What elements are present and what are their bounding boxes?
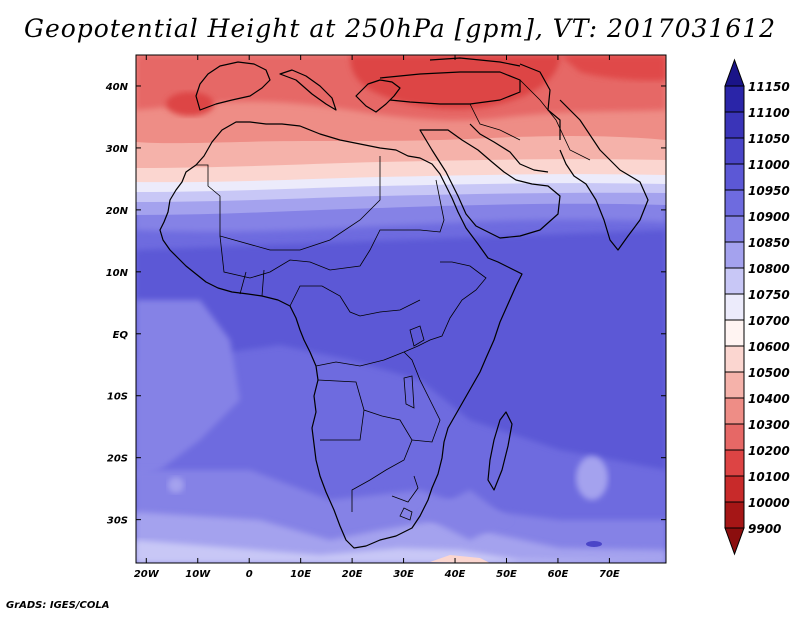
field-high-atlantic [168, 477, 184, 493]
colorbar-label: 10900 [748, 210, 790, 224]
colorbar-swatch [724, 111, 745, 139]
colorbar-label: 10950 [748, 184, 790, 198]
colorbar-swatch [724, 423, 745, 451]
lat-tick-label: EQ [113, 330, 129, 341]
colorbar-swatch [724, 85, 745, 113]
colorbar-label: 11050 [748, 132, 790, 146]
colorbar-label: 9900 [748, 522, 781, 536]
colorbar-swatch [724, 267, 745, 295]
colorbar-swatch [724, 345, 745, 373]
height-field [136, 55, 666, 563]
south-asia-coastline [559, 99, 649, 251]
lat-tick-label: 30N [106, 144, 129, 155]
colorbar-swatch [724, 397, 745, 425]
colorbar-swatch [724, 163, 745, 191]
italy-coastline [279, 69, 337, 111]
colorbar-label: 10500 [748, 366, 790, 380]
field-max-northeast [560, 55, 666, 81]
colorbar-label: 11100 [748, 106, 790, 120]
credit-label: GrADS: IGES/COLA [6, 600, 110, 611]
field-max-east [350, 55, 560, 110]
field-low-south [586, 541, 602, 547]
arabia-coastline [419, 129, 561, 239]
colorbar-bottom-arrow [724, 527, 745, 556]
gulf-coastline [469, 123, 549, 173]
south-africa-borders [391, 475, 419, 503]
colorbar-swatch [724, 215, 745, 243]
colorbar-swatch [724, 319, 745, 347]
west-africa-borders [239, 269, 421, 317]
central-africa-borders [315, 261, 487, 367]
colorbar-top-arrow [724, 58, 745, 87]
middle-east-borders [469, 79, 591, 161]
colorbar-swatch [724, 189, 745, 217]
field-ridge-south [430, 555, 490, 563]
lesotho-border [399, 507, 413, 521]
colorbar-label: 10800 [748, 262, 790, 276]
lon-tick-label: 30E [393, 569, 414, 580]
greece-coastline [355, 79, 401, 113]
black-sea-coastline [429, 57, 521, 67]
axis-ticks: 20W 10W 0 10E 20E 30E 40E 50E 60E 70E 40N 30N 20N 10N… [105, 55, 666, 580]
colorbar-label: 10700 [748, 314, 790, 328]
field-band-a4-south [136, 512, 666, 563]
plot-frame [135, 54, 667, 564]
colorbar-label: 11000 [748, 158, 790, 172]
lon-tick-label: 20E [342, 569, 363, 580]
great-lakes [403, 325, 425, 409]
africa-coastline [159, 121, 523, 549]
colorbar-label: 10600 [748, 340, 790, 354]
iberia-coastline [195, 61, 271, 111]
lon-tick-label: 0 [246, 569, 253, 580]
field-band-85-channel [420, 490, 510, 540]
lon-tick-label: 10W [185, 569, 211, 580]
colorbar: 11150 11100 11050 11000 10950 10900 10850 10800… [724, 58, 790, 556]
lon-tick-label: 20W [134, 569, 160, 580]
caspian-coastline [519, 63, 561, 140]
sahara-borders [196, 156, 381, 251]
lon-tick-label: 10E [290, 569, 311, 580]
lat-tick-label: 30S [107, 516, 128, 527]
field-max-west [166, 92, 214, 116]
field-band-5c [136, 230, 666, 470]
colorbar-label: 10200 [748, 444, 790, 458]
colorbar-label: 11150 [748, 80, 790, 94]
field-high-indian-ocean [576, 456, 608, 500]
colorbar-label: 10750 [748, 288, 790, 302]
colorbar-swatch [724, 475, 745, 503]
lon-tick-label: 60E [548, 569, 569, 580]
colorbar-label: 10100 [748, 470, 790, 484]
lon-tick-label: 70E [599, 569, 620, 580]
lat-tick-label: 40N [105, 82, 129, 93]
lat-tick-label: 10N [106, 268, 129, 279]
colorbar-swatch [724, 137, 745, 165]
colorbar-label: 10400 [748, 392, 790, 406]
lat-tick-label: 20N [106, 206, 129, 217]
country-borders [196, 79, 591, 521]
lon-tick-label: 40E [444, 569, 466, 580]
colorbar-label: 10300 [748, 418, 790, 432]
madagascar-coastline [487, 411, 513, 491]
colorbar-swatch [724, 501, 745, 529]
lat-tick-label: 20S [107, 454, 128, 465]
colorbar-swatch [724, 371, 745, 399]
anatolia-coastline [379, 71, 521, 105]
lat-tick-label: 10S [107, 392, 128, 403]
colorbar-swatch [724, 241, 745, 269]
colorbar-label: 10850 [748, 236, 790, 250]
map-title: Geopotential Height at 250hPa [gpm], VT:… [23, 14, 777, 43]
colorbar-label: 10000 [748, 496, 790, 510]
sahel-borders [219, 179, 445, 279]
east-africa-borders [403, 351, 441, 443]
colorbar-swatch [724, 449, 745, 477]
field-band-85-west [136, 300, 240, 480]
field-band-c8-south [136, 540, 666, 563]
colorbar-swatch [724, 293, 745, 321]
coastlines [159, 57, 649, 549]
lon-tick-label: 50E [496, 569, 517, 580]
